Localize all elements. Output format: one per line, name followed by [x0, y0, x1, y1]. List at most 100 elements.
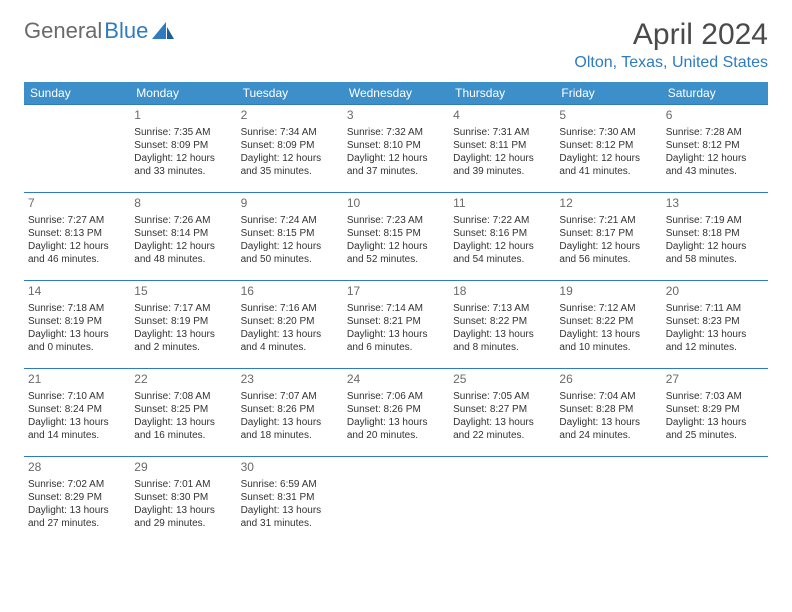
- daylight-line: Daylight: 12 hours and 48 minutes.: [134, 240, 232, 266]
- sunset-line: Sunset: 8:26 PM: [241, 403, 339, 416]
- daylight-line: Daylight: 12 hours and 50 minutes.: [241, 240, 339, 266]
- daylight-line: Daylight: 13 hours and 31 minutes.: [241, 504, 339, 530]
- daylight-line: Daylight: 12 hours and 35 minutes.: [241, 152, 339, 178]
- daylight-line: Daylight: 13 hours and 18 minutes.: [241, 416, 339, 442]
- sunrise-line: Sunrise: 7:11 AM: [666, 302, 764, 315]
- calendar-day-cell: [662, 457, 768, 545]
- sunrise-line: Sunrise: 7:21 AM: [559, 214, 657, 227]
- day-number: 26: [559, 372, 657, 388]
- calendar-day-cell: [343, 457, 449, 545]
- sunrise-line: Sunrise: 7:12 AM: [559, 302, 657, 315]
- sunset-line: Sunset: 8:19 PM: [28, 315, 126, 328]
- calendar-day-cell: 14Sunrise: 7:18 AMSunset: 8:19 PMDayligh…: [24, 281, 130, 369]
- sunset-line: Sunset: 8:14 PM: [134, 227, 232, 240]
- calendar-day-cell: 1Sunrise: 7:35 AMSunset: 8:09 PMDaylight…: [130, 105, 236, 193]
- sunset-line: Sunset: 8:15 PM: [241, 227, 339, 240]
- sunrise-line: Sunrise: 7:01 AM: [134, 478, 232, 491]
- weekday-header: Thursday: [449, 82, 555, 105]
- sunrise-line: Sunrise: 7:13 AM: [453, 302, 551, 315]
- day-number: 23: [241, 372, 339, 388]
- sunrise-line: Sunrise: 7:07 AM: [241, 390, 339, 403]
- sunrise-line: Sunrise: 7:16 AM: [241, 302, 339, 315]
- calendar-day-cell: 2Sunrise: 7:34 AMSunset: 8:09 PMDaylight…: [237, 105, 343, 193]
- calendar-day-cell: [555, 457, 661, 545]
- daylight-line: Daylight: 12 hours and 58 minutes.: [666, 240, 764, 266]
- logo-text-gray: General: [24, 18, 102, 44]
- daylight-line: Daylight: 12 hours and 43 minutes.: [666, 152, 764, 178]
- daylight-line: Daylight: 13 hours and 25 minutes.: [666, 416, 764, 442]
- sunrise-line: Sunrise: 7:03 AM: [666, 390, 764, 403]
- sunset-line: Sunset: 8:27 PM: [453, 403, 551, 416]
- calendar-body: 1Sunrise: 7:35 AMSunset: 8:09 PMDaylight…: [24, 105, 768, 545]
- sunrise-line: Sunrise: 7:34 AM: [241, 126, 339, 139]
- day-number: 14: [28, 284, 126, 300]
- sunrise-line: Sunrise: 7:24 AM: [241, 214, 339, 227]
- sunrise-line: Sunrise: 7:05 AM: [453, 390, 551, 403]
- day-number: 11: [453, 196, 551, 212]
- calendar-day-cell: 5Sunrise: 7:30 AMSunset: 8:12 PMDaylight…: [555, 105, 661, 193]
- calendar-day-cell: 3Sunrise: 7:32 AMSunset: 8:10 PMDaylight…: [343, 105, 449, 193]
- sunrise-line: Sunrise: 7:30 AM: [559, 126, 657, 139]
- calendar-day-cell: 7Sunrise: 7:27 AMSunset: 8:13 PMDaylight…: [24, 193, 130, 281]
- sunset-line: Sunset: 8:13 PM: [28, 227, 126, 240]
- sunset-line: Sunset: 8:26 PM: [347, 403, 445, 416]
- sunrise-line: Sunrise: 7:02 AM: [28, 478, 126, 491]
- month-title: April 2024: [574, 18, 768, 52]
- day-number: 15: [134, 284, 232, 300]
- day-number: 16: [241, 284, 339, 300]
- calendar-day-cell: 10Sunrise: 7:23 AMSunset: 8:15 PMDayligh…: [343, 193, 449, 281]
- sunrise-line: Sunrise: 7:27 AM: [28, 214, 126, 227]
- calendar-day-cell: 27Sunrise: 7:03 AMSunset: 8:29 PMDayligh…: [662, 369, 768, 457]
- day-number: 19: [559, 284, 657, 300]
- calendar-week-row: 28Sunrise: 7:02 AMSunset: 8:29 PMDayligh…: [24, 457, 768, 545]
- daylight-line: Daylight: 12 hours and 54 minutes.: [453, 240, 551, 266]
- calendar-day-cell: 21Sunrise: 7:10 AMSunset: 8:24 PMDayligh…: [24, 369, 130, 457]
- weekday-header: Saturday: [662, 82, 768, 105]
- sunset-line: Sunset: 8:11 PM: [453, 139, 551, 152]
- daylight-line: Daylight: 12 hours and 39 minutes.: [453, 152, 551, 178]
- calendar-day-cell: 26Sunrise: 7:04 AMSunset: 8:28 PMDayligh…: [555, 369, 661, 457]
- day-number: 13: [666, 196, 764, 212]
- day-number: 30: [241, 460, 339, 476]
- calendar-day-cell: 15Sunrise: 7:17 AMSunset: 8:19 PMDayligh…: [130, 281, 236, 369]
- calendar-day-cell: [24, 105, 130, 193]
- calendar-day-cell: 8 Sunrise: 7:26 AMSunset: 8:14 PMDaylight…: [130, 193, 236, 281]
- calendar-day-cell: 12Sunrise: 7:21 AMSunset: 8:17 PMDayligh…: [555, 193, 661, 281]
- day-number: 8: [134, 196, 232, 212]
- sunset-line: Sunset: 8:12 PM: [559, 139, 657, 152]
- daylight-line: Daylight: 13 hours and 20 minutes.: [347, 416, 445, 442]
- sunrise-line: Sunrise: 7:06 AM: [347, 390, 445, 403]
- day-number: 25: [453, 372, 551, 388]
- sunset-line: Sunset: 8:16 PM: [453, 227, 551, 240]
- sunset-line: Sunset: 8:29 PM: [666, 403, 764, 416]
- sunset-line: Sunset: 8:21 PM: [347, 315, 445, 328]
- sunset-line: Sunset: 8:15 PM: [347, 227, 445, 240]
- calendar-week-row: 21Sunrise: 7:10 AMSunset: 8:24 PMDayligh…: [24, 369, 768, 457]
- day-number: 10: [347, 196, 445, 212]
- sunset-line: Sunset: 8:09 PM: [134, 139, 232, 152]
- title-block: April 2024 Olton, Texas, United States: [574, 18, 768, 72]
- day-number: 1: [134, 108, 232, 124]
- sunset-line: Sunset: 8:12 PM: [666, 139, 764, 152]
- calendar-table: SundayMondayTuesdayWednesdayThursdayFrid…: [24, 82, 768, 545]
- page-header: GeneralBlue April 2024 Olton, Texas, Uni…: [24, 18, 768, 72]
- sunset-line: Sunset: 8:22 PM: [453, 315, 551, 328]
- sunrise-line: Sunrise: 7:32 AM: [347, 126, 445, 139]
- daylight-line: Daylight: 13 hours and 29 minutes.: [134, 504, 232, 530]
- logo: GeneralBlue: [24, 18, 174, 44]
- day-number: 24: [347, 372, 445, 388]
- sunset-line: Sunset: 8:09 PM: [241, 139, 339, 152]
- calendar-day-cell: 4Sunrise: 7:31 AMSunset: 8:11 PMDaylight…: [449, 105, 555, 193]
- weekday-header-row: SundayMondayTuesdayWednesdayThursdayFrid…: [24, 82, 768, 105]
- weekday-header: Monday: [130, 82, 236, 105]
- day-number: 28: [28, 460, 126, 476]
- sunrise-line: Sunrise: 7:26 AM: [134, 214, 232, 227]
- day-number: 20: [666, 284, 764, 300]
- daylight-line: Daylight: 12 hours and 37 minutes.: [347, 152, 445, 178]
- calendar-day-cell: 30Sunrise: 6:59 AMSunset: 8:31 PMDayligh…: [237, 457, 343, 545]
- daylight-line: Daylight: 12 hours and 52 minutes.: [347, 240, 445, 266]
- calendar-week-row: 7Sunrise: 7:27 AMSunset: 8:13 PMDaylight…: [24, 193, 768, 281]
- daylight-line: Daylight: 13 hours and 12 minutes.: [666, 328, 764, 354]
- sunrise-line: Sunrise: 7:10 AM: [28, 390, 126, 403]
- calendar-day-cell: 28Sunrise: 7:02 AMSunset: 8:29 PMDayligh…: [24, 457, 130, 545]
